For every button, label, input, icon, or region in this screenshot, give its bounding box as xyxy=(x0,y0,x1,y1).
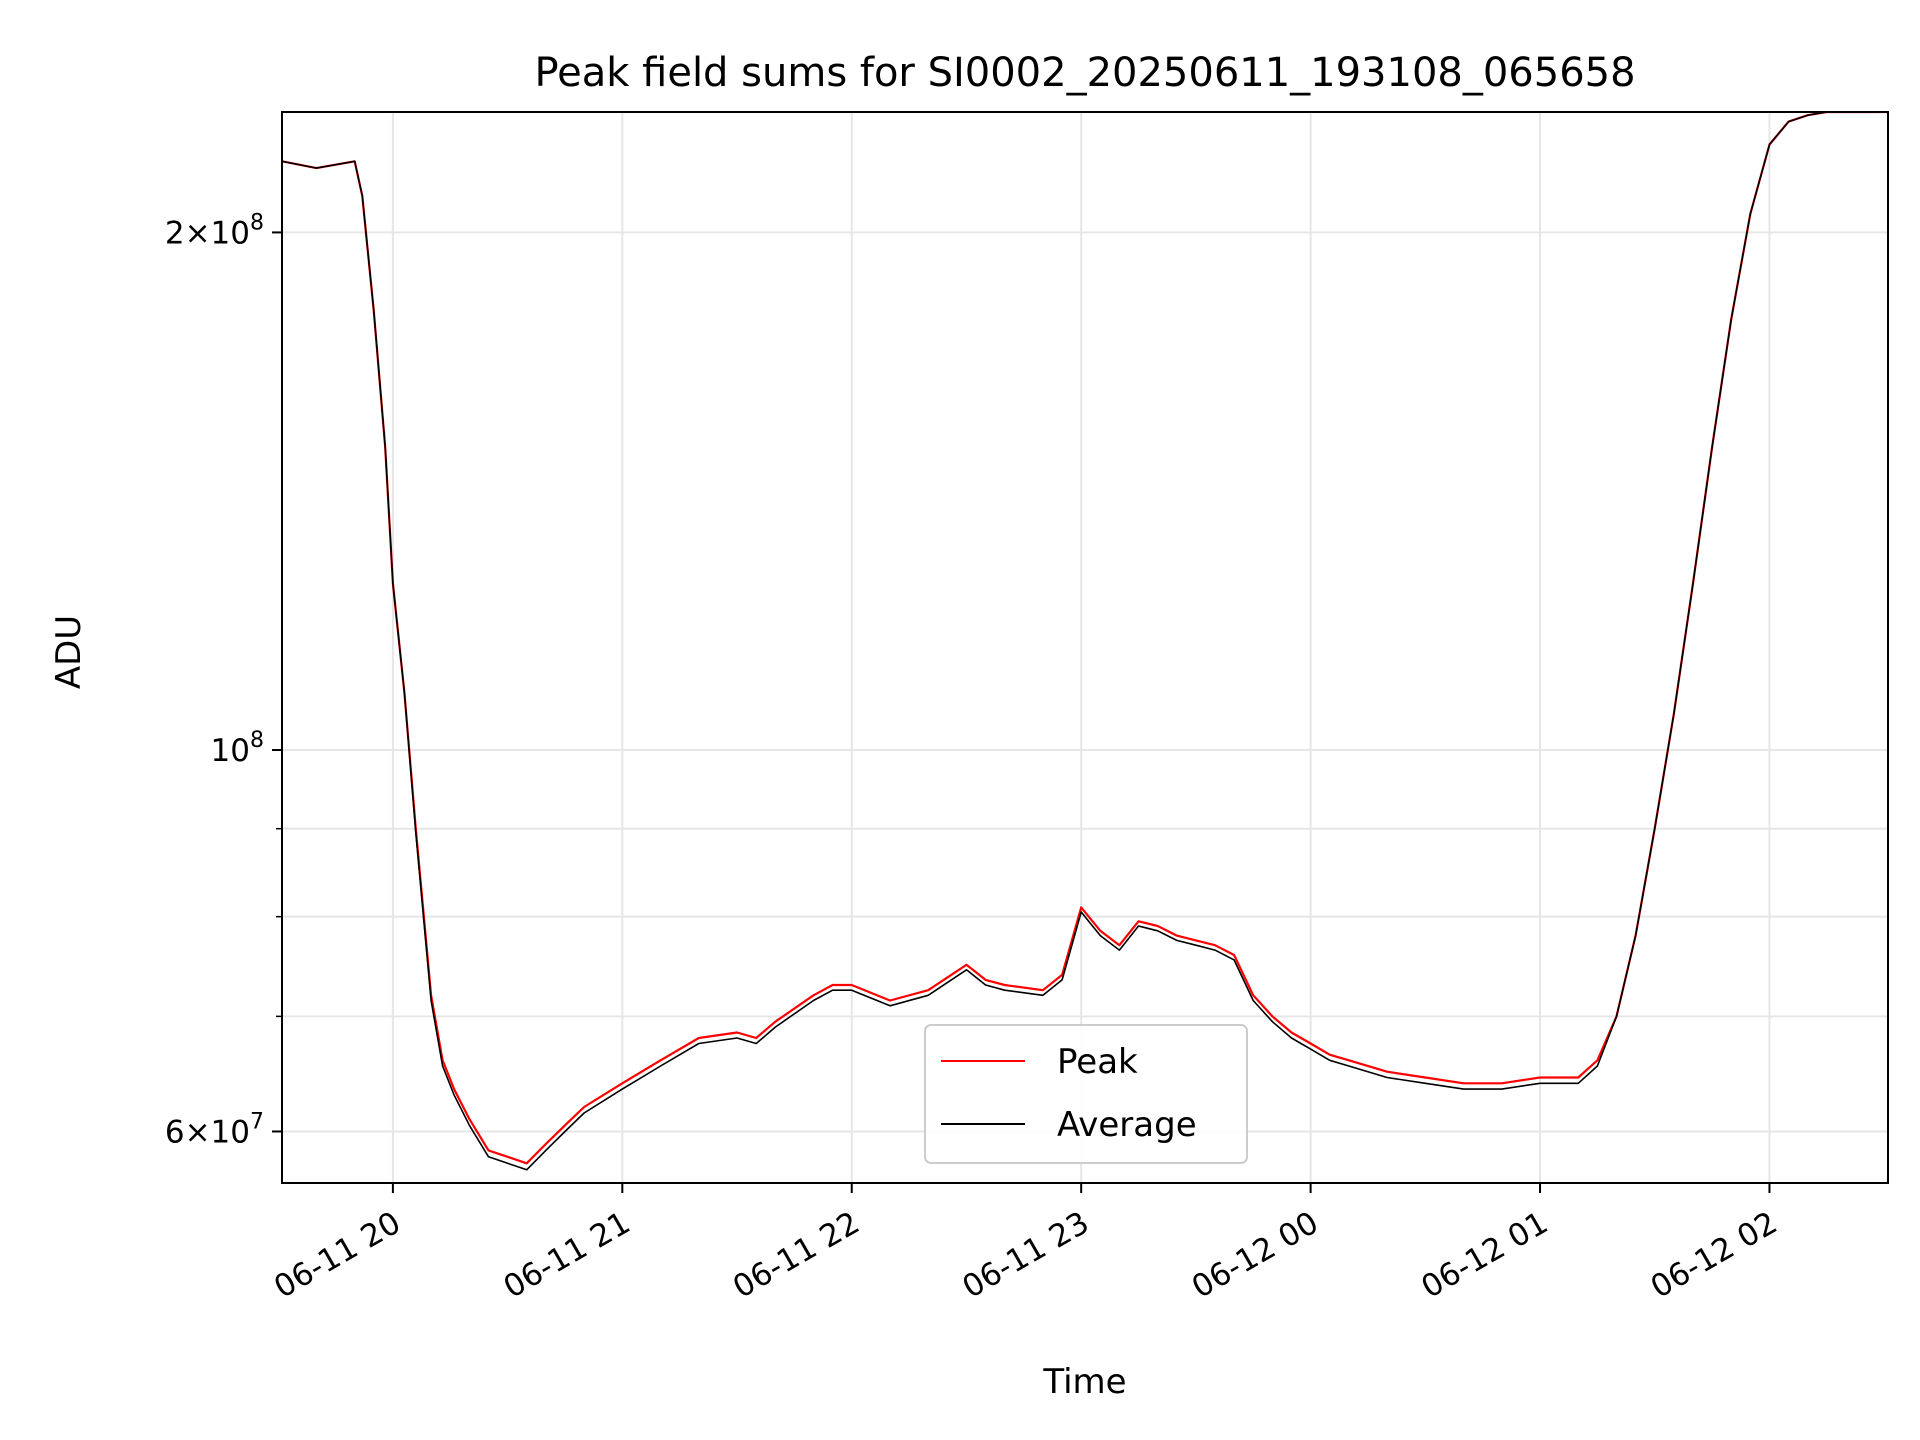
y-tick-base: 10 xyxy=(211,215,250,251)
y-tick-mantissa: 2 xyxy=(165,215,185,251)
legend: Peak Average xyxy=(924,1024,1248,1164)
y-tick-base: 10 xyxy=(211,1114,250,1150)
y-tick-label: 108 xyxy=(211,728,264,769)
y-tick-exponent: 8 xyxy=(250,210,264,235)
chart-title: Peak field sums for SI0002_20250611_1931… xyxy=(534,50,1635,96)
legend-frame xyxy=(924,1024,1248,1164)
legend-label-peak: Peak xyxy=(1057,1042,1138,1082)
y-axis-label: ADU xyxy=(49,615,89,689)
legend-label-average: Average xyxy=(1057,1105,1197,1145)
y-tick-times: × xyxy=(185,215,211,251)
y-tick-exponent: 7 xyxy=(250,1109,264,1134)
y-tick-mantissa: 6 xyxy=(165,1114,185,1150)
series-line-average xyxy=(282,112,1888,1171)
series-layer xyxy=(282,112,1888,1171)
y-tick-base: 10 xyxy=(211,733,250,769)
y-tick-label: 2×108 xyxy=(165,210,264,251)
x-axis-label: Time xyxy=(1042,1362,1126,1402)
y-tick-times: × xyxy=(185,1114,211,1150)
y-tick-label: 6×107 xyxy=(165,1109,264,1150)
plot-frame xyxy=(281,111,1889,1184)
y-tick-exponent: 8 xyxy=(250,728,264,753)
